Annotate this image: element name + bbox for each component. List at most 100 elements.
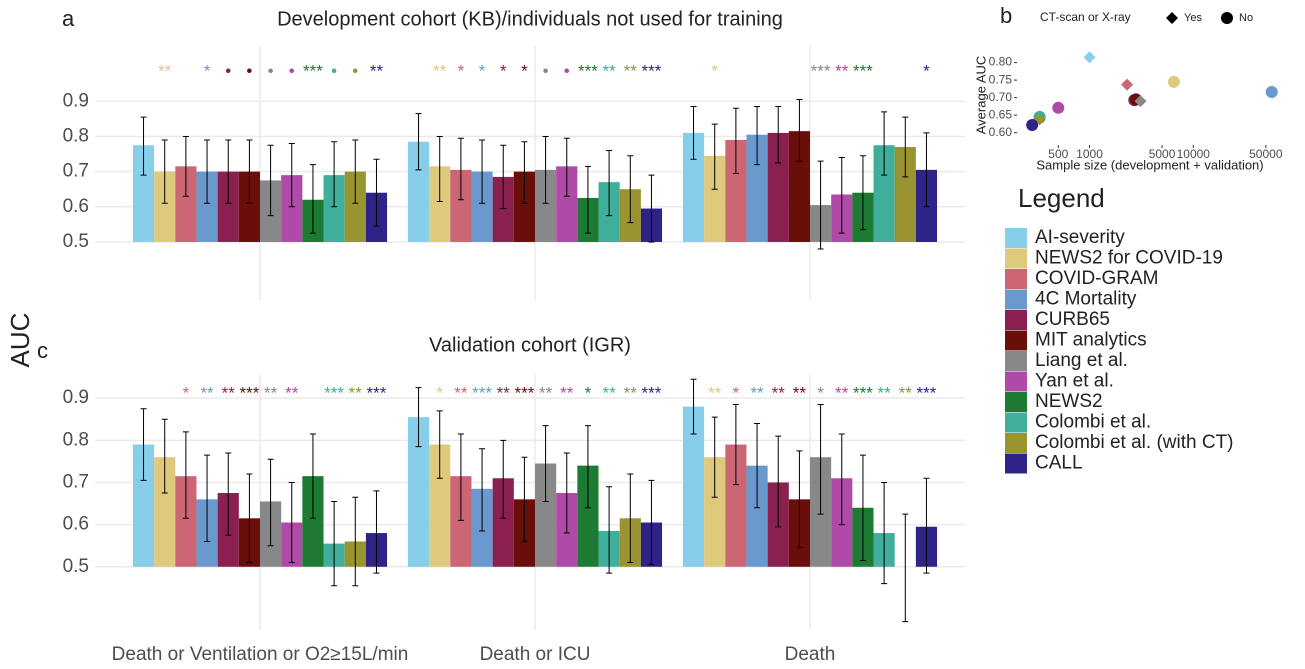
error-bar xyxy=(606,150,613,217)
significance-label: * xyxy=(436,383,443,402)
error-bar xyxy=(225,452,232,536)
error-bar xyxy=(288,481,295,564)
error-bar xyxy=(500,144,507,210)
y-tick-label: 0.7 xyxy=(63,161,89,182)
error-bar xyxy=(479,139,486,204)
error-bar xyxy=(881,481,888,585)
error-bar xyxy=(182,431,189,519)
legend-swatch xyxy=(1005,310,1027,330)
x-tick-label: 10000 xyxy=(1177,147,1211,161)
error-bar xyxy=(373,158,380,227)
x-axis-label: Sample size (development + validation) xyxy=(1036,157,1263,172)
significance-label: ** xyxy=(285,383,299,402)
significance-label: ** xyxy=(624,61,638,80)
error-bar xyxy=(246,473,253,564)
legend-swatch xyxy=(1005,412,1027,433)
error-bar xyxy=(331,141,338,208)
significance-label: *** xyxy=(642,383,662,402)
legend-swatch xyxy=(1005,269,1027,289)
bar xyxy=(429,444,451,567)
error-bar xyxy=(902,116,909,178)
bar xyxy=(323,175,345,242)
y-tick-label: 0.7 xyxy=(63,471,89,492)
error-bar xyxy=(627,155,634,224)
error-bar xyxy=(246,139,253,204)
y-tick-label: 0.65 xyxy=(989,107,1013,121)
error-bar xyxy=(521,456,528,542)
significance-label: *** xyxy=(514,383,534,402)
error-bar xyxy=(436,135,443,203)
x-tick-label: 5000 xyxy=(1149,147,1176,161)
legend-label: CURB65 xyxy=(1035,309,1110,330)
bar xyxy=(344,171,366,242)
bar xyxy=(535,463,557,567)
bar xyxy=(746,134,768,242)
legend-swatch xyxy=(1005,392,1027,412)
significance-label: ** xyxy=(433,61,447,80)
bar xyxy=(704,155,726,242)
y-tick-label: 0.75 xyxy=(989,72,1013,86)
legend-label: No xyxy=(1239,12,1253,24)
error-bar xyxy=(479,448,486,532)
legend-title: Legend xyxy=(1018,183,1105,213)
point xyxy=(1083,51,1096,64)
point xyxy=(1265,86,1278,99)
legend-swatch xyxy=(1005,289,1027,310)
bar xyxy=(725,139,747,242)
significance-label: • xyxy=(331,61,337,80)
significance-label: *** xyxy=(324,383,344,402)
error-bar xyxy=(923,477,930,574)
bar xyxy=(577,465,599,567)
bar xyxy=(746,465,768,567)
error-bar xyxy=(754,422,761,509)
significance-label: ** xyxy=(835,383,849,402)
error-bar xyxy=(563,137,570,197)
error-bar xyxy=(225,139,232,204)
significance-label: * xyxy=(585,383,592,402)
point xyxy=(1052,101,1065,114)
bar xyxy=(535,169,557,242)
significance-label: ** xyxy=(708,383,722,402)
bar xyxy=(429,166,451,242)
significance-label: *** xyxy=(642,61,662,80)
error-bar xyxy=(859,454,866,561)
error-bar xyxy=(352,139,359,204)
legend-label: Colombi et al. xyxy=(1035,412,1151,433)
legend-swatch xyxy=(1005,330,1027,351)
y-tick-label: 0.6 xyxy=(63,514,89,535)
error-bar xyxy=(415,387,422,448)
y-tick-label: 0.9 xyxy=(63,387,89,408)
error-bar xyxy=(648,174,655,243)
bar xyxy=(175,476,197,567)
legend-label: 4C Mortality xyxy=(1035,289,1137,310)
significance-label: ** xyxy=(835,61,849,80)
legend-label: Yes xyxy=(1184,12,1202,24)
x-tick-label: Death or Ventilation or O2≥15L/min xyxy=(112,644,409,665)
legend-swatch xyxy=(1005,351,1027,371)
error-bar xyxy=(732,404,739,486)
legend-swatch xyxy=(1005,248,1027,269)
error-bar xyxy=(796,450,803,549)
error-bar xyxy=(563,452,570,534)
bar xyxy=(132,444,155,567)
significance-label: *** xyxy=(853,383,873,402)
error-bar xyxy=(796,99,803,162)
significance-label: * xyxy=(733,383,740,402)
point xyxy=(1134,95,1147,108)
significance-label: ** xyxy=(877,383,891,402)
y-axis-label: AUC xyxy=(5,313,35,368)
significance-label: ** xyxy=(497,383,511,402)
significance-label: ** xyxy=(750,383,764,402)
error-bar xyxy=(838,157,845,234)
point xyxy=(1121,78,1134,91)
chart-title: Development cohort (KB)/individuals not … xyxy=(277,8,783,30)
legend-label: CALL xyxy=(1035,453,1083,474)
y-tick-label: 0.8 xyxy=(63,125,89,146)
error-bar xyxy=(161,139,168,204)
significance-label: *** xyxy=(239,383,259,402)
y-axis-label: Average AUC xyxy=(973,56,988,135)
panel-letter: b xyxy=(1000,3,1012,28)
error-bar xyxy=(817,160,824,250)
error-bar xyxy=(331,500,338,587)
significance-label: *** xyxy=(811,61,831,80)
